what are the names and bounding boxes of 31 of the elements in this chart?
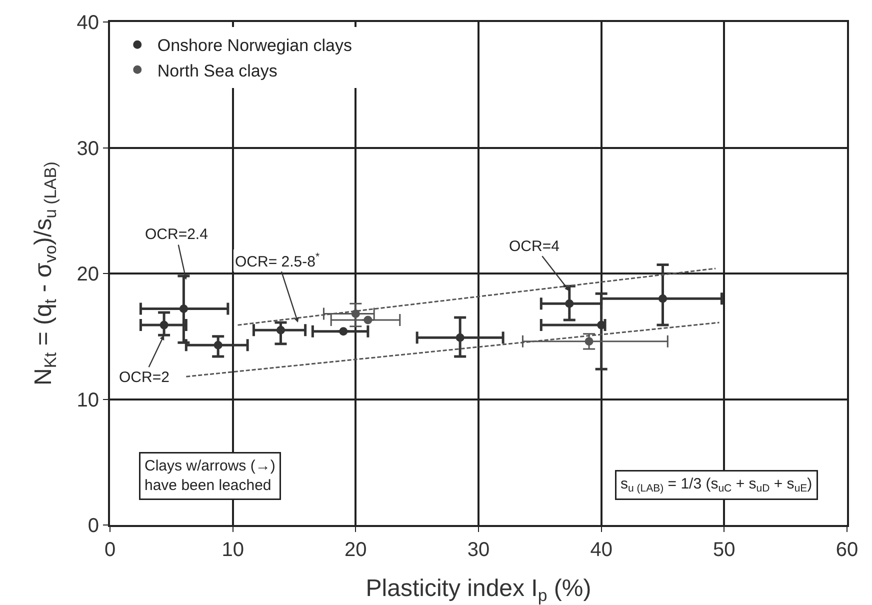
point (214, 340, 222, 350)
point (364, 316, 372, 324)
annotation: OCR=2.4 (145, 226, 208, 243)
y-tick-label: 20 (76, 264, 99, 286)
text: s$_{u (LAB)}$ = 1/3 (s$_{uC}$ + s$_{uD}$ + s$_{uE}$) (620, 476, 812, 495)
y-tick-label: 40 (76, 12, 99, 34)
annotation: Clays w/arrows (→) have been leached (144, 458, 276, 494)
x-tick-label: 40 (590, 539, 612, 561)
point (565, 299, 574, 308)
point (160, 320, 168, 330)
y-tick-label: 10 (76, 389, 99, 412)
point (456, 333, 464, 342)
x-tick-label: 50 (713, 539, 736, 561)
point (276, 326, 285, 334)
annotation: OCR= 2.5-8$^{*}$ (235, 251, 320, 270)
annotation: OCR=4 (509, 238, 560, 255)
legend-label: Onshore Norwegian clays (157, 36, 352, 56)
x-tick-label: 0 (104, 539, 116, 561)
x-tick-label: 20 (344, 539, 367, 561)
y-tick-label: 0 (88, 515, 99, 537)
point (179, 304, 188, 313)
x-tick-label: 10 (222, 539, 244, 561)
legend-label: North Sea clays (157, 61, 278, 80)
point (339, 327, 348, 336)
y-tick-label: 30 (76, 138, 99, 160)
x-axis-title: Plasticity index I$_{p}$ (%) (366, 574, 592, 605)
x-tick-label: 30 (467, 539, 490, 561)
annotation: OCR=2 (119, 369, 170, 386)
x-tick-label: 60 (836, 539, 858, 561)
point (658, 294, 667, 303)
point (351, 309, 360, 318)
